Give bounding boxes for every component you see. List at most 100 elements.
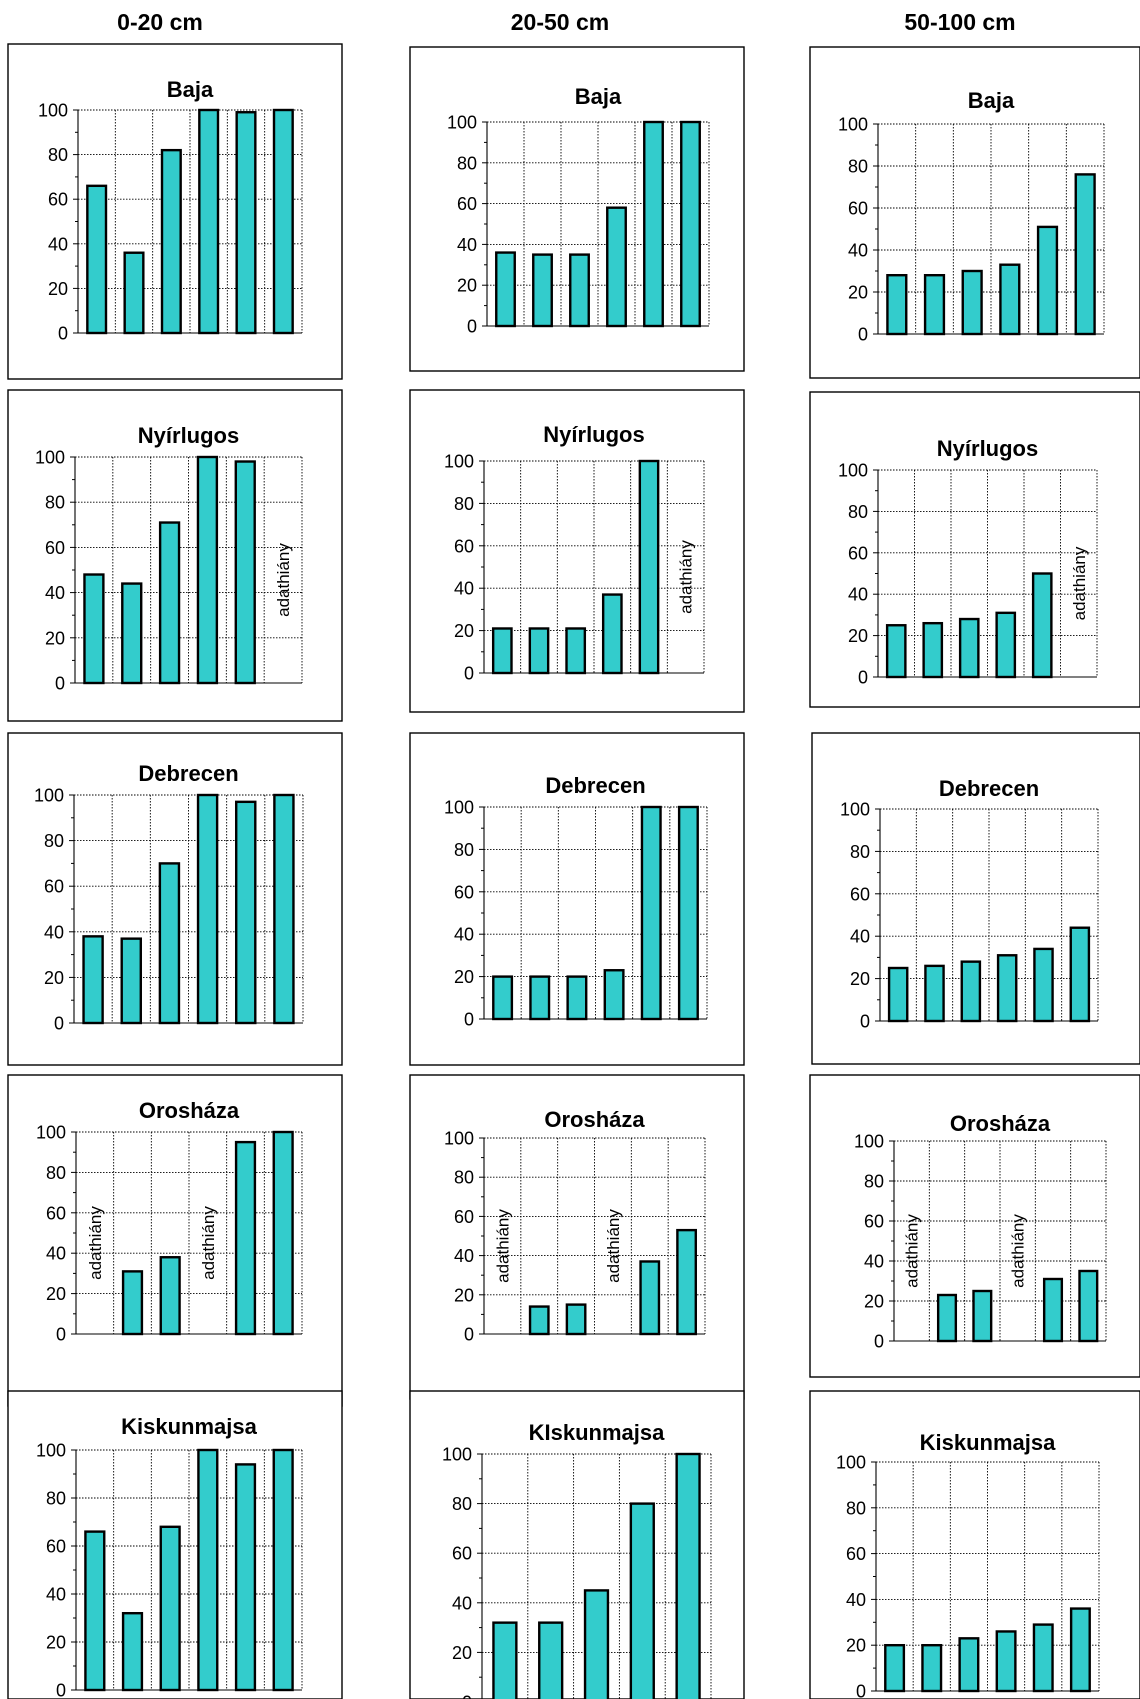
y-tick-label: 60 — [48, 190, 68, 210]
bar — [677, 805, 699, 1021]
missing-data-label: adathiány — [677, 540, 696, 614]
y-tick-label: 100 — [854, 1132, 884, 1152]
y-tick-label: 0 — [56, 1325, 66, 1345]
y-tick-label: 20 — [848, 626, 868, 646]
chart-panel-nyirlugos-20-50-cm: Nyírlugos 0 20 40 60 80 100 adathiány — [409, 389, 745, 713]
y-tick-label: 100 — [444, 798, 474, 818]
chart-panel-oroshaza-0-20-cm: Orosháza 0 20 40 60 80 100 adathiány adathiány — [7, 1074, 343, 1407]
y-tick-label: 40 — [850, 927, 870, 947]
chart-panel-kiskunmajsa-0-20-cm: Kiskunmajsa 0 20 40 60 80 100 — [7, 1390, 343, 1699]
chart-panel-baja-0-20-cm: Baja 0 20 40 60 80 100 — [7, 43, 343, 380]
bar — [569, 253, 590, 328]
bar — [1031, 572, 1053, 679]
y-tick-label: 80 — [454, 840, 474, 860]
bar — [995, 1630, 1017, 1693]
y-tick-label: 0 — [55, 674, 65, 694]
bar — [491, 627, 513, 675]
bar — [235, 111, 257, 335]
y-tick-label: 40 — [457, 235, 477, 255]
bar — [528, 627, 550, 675]
y-tick-label: 0 — [856, 1682, 866, 1699]
y-tick-label: 40 — [848, 585, 868, 605]
y-tick-label: 60 — [457, 194, 477, 214]
y-tick-label: 20 — [46, 1633, 66, 1653]
bar — [272, 108, 294, 335]
chart-panel-kiskunmajsa-20-50-cm: KIskunmajsa 0 20 40 60 80 100 — [409, 1390, 745, 1699]
missing-data-label: adathiány — [493, 1209, 512, 1283]
y-tick-label: 0 — [54, 1014, 64, 1034]
y-tick-label: 0 — [874, 1332, 884, 1352]
chart-title: KIskunmajsa — [529, 1420, 665, 1445]
chart-panel-baja-20-50-cm: Baja 0 20 40 60 80 100 — [409, 46, 745, 372]
chart-title: Baja — [575, 84, 622, 109]
bar — [1032, 1623, 1054, 1693]
y-tick-label: 100 — [447, 113, 477, 133]
chart-panel-debrecen-0-20-cm: Debrecen 0 20 40 60 80 100 — [7, 732, 343, 1066]
chart-title: Nyírlugos — [937, 436, 1038, 461]
chart-title: Orosháza — [950, 1111, 1051, 1136]
chart-title: Debrecen — [138, 761, 238, 786]
bar — [583, 1589, 610, 1699]
y-tick-label: 80 — [46, 1489, 66, 1509]
chart-panels: Baja 0 20 40 60 80 100 Baja 0 20 40 60 80 100 Baja 0 20 4… — [7, 43, 1140, 1699]
y-tick-label: 20 — [45, 628, 65, 648]
y-tick-label: 20 — [48, 279, 68, 299]
y-tick-label: 100 — [838, 115, 868, 135]
y-tick-label: 60 — [46, 1537, 66, 1557]
bar — [272, 1130, 294, 1336]
column-header-20-50: 20-50 cm — [511, 9, 609, 35]
y-tick-label: 100 — [36, 1123, 66, 1143]
chart-title: Debrecen — [545, 773, 645, 798]
y-tick-label: 80 — [846, 1498, 866, 1518]
y-tick-label: 0 — [860, 1012, 870, 1032]
y-tick-label: 80 — [457, 153, 477, 173]
bar — [638, 459, 660, 675]
bar — [601, 593, 623, 675]
bar — [83, 573, 105, 685]
y-tick-label: 80 — [848, 502, 868, 522]
bar — [538, 1621, 564, 1699]
bar — [1069, 926, 1091, 1023]
y-tick-label: 100 — [35, 448, 65, 468]
y-tick-label: 80 — [46, 1163, 66, 1183]
bar — [886, 274, 908, 336]
bar — [958, 1637, 980, 1693]
y-tick-label: 60 — [452, 1544, 472, 1564]
bar — [565, 627, 587, 675]
chart-title: Orosháza — [544, 1107, 645, 1132]
y-tick-label: 80 — [454, 494, 474, 514]
y-tick-label: 40 — [452, 1593, 472, 1613]
bar — [86, 184, 108, 335]
bar — [196, 455, 219, 685]
y-tick-label: 80 — [454, 1168, 474, 1188]
chart-panel-oroshaza-20-50-cm: Orosháza 0 20 40 60 80 100 adathiány adathiány — [409, 1074, 745, 1400]
bar — [885, 624, 907, 679]
chart-title: Orosháza — [139, 1098, 240, 1123]
bar — [123, 251, 145, 335]
bar — [960, 960, 982, 1023]
y-tick-label: 60 — [850, 884, 870, 904]
bar — [158, 862, 181, 1025]
y-tick-label: 60 — [864, 1212, 884, 1232]
missing-data-label: adathiány — [1070, 546, 1089, 620]
bar — [234, 1140, 257, 1336]
bar — [1069, 1607, 1091, 1693]
y-tick-label: 60 — [454, 882, 474, 902]
chart-title: Baja — [968, 88, 1015, 113]
y-tick-label: 40 — [454, 1246, 474, 1266]
bar — [675, 1452, 701, 1699]
bar — [82, 935, 104, 1025]
bar — [565, 1303, 587, 1336]
y-tick-label: 60 — [44, 877, 64, 897]
bar — [197, 1448, 219, 1692]
bar — [121, 582, 143, 685]
chart-panel-nyirlugos-50-100-cm: Nyírlugos 0 20 40 60 80 100 adathiány — [809, 391, 1140, 708]
y-tick-label: 40 — [454, 925, 474, 945]
bar — [606, 206, 627, 328]
y-tick-label: 80 — [45, 493, 65, 513]
y-tick-label: 80 — [864, 1172, 884, 1192]
bar — [234, 1463, 257, 1692]
y-tick-label: 100 — [840, 800, 870, 820]
bar — [603, 969, 625, 1021]
bar — [1036, 225, 1059, 336]
